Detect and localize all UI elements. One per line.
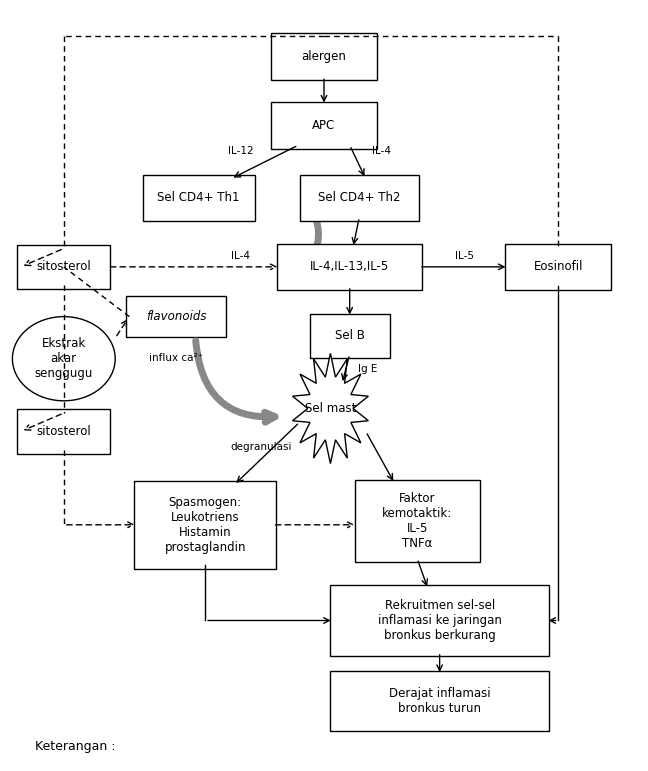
FancyBboxPatch shape [17, 409, 110, 453]
FancyBboxPatch shape [300, 175, 419, 221]
Text: Eosinofil: Eosinofil [534, 261, 583, 274]
Text: Keterangan :: Keterangan : [35, 740, 115, 753]
Text: Faktor
kemotaktik:
IL-5
TNFα: Faktor kemotaktik: IL-5 TNFα [382, 492, 452, 550]
Text: influx ca²⁺: influx ca²⁺ [149, 352, 203, 362]
Text: IL-4: IL-4 [231, 251, 250, 261]
FancyBboxPatch shape [505, 244, 612, 290]
FancyBboxPatch shape [17, 244, 110, 289]
FancyBboxPatch shape [126, 296, 226, 337]
Text: Sel B: Sel B [335, 329, 365, 342]
FancyBboxPatch shape [354, 480, 480, 562]
Text: APC: APC [312, 119, 336, 132]
Text: alergen: alergen [301, 50, 347, 63]
FancyBboxPatch shape [277, 244, 422, 290]
FancyBboxPatch shape [330, 671, 549, 731]
Text: Ig E: Ig E [358, 364, 377, 374]
Ellipse shape [12, 317, 115, 401]
Text: Rekruitmen sel-sel
inflamasi ke jaringan
bronkus berkurang: Rekruitmen sel-sel inflamasi ke jaringan… [378, 599, 502, 642]
Text: sitosterol: sitosterol [36, 261, 91, 274]
Text: Spasmogen:
Leukotriens
Histamin
prostaglandin: Spasmogen: Leukotriens Histamin prostagl… [165, 496, 246, 554]
Text: degranulasi: degranulasi [231, 442, 292, 452]
FancyBboxPatch shape [271, 102, 377, 149]
Polygon shape [292, 353, 368, 463]
Text: Sel CD4+ Th2: Sel CD4+ Th2 [318, 191, 400, 204]
Text: IL-4: IL-4 [372, 146, 391, 156]
Text: Sel CD4+ Th1: Sel CD4+ Th1 [157, 191, 240, 204]
Text: IL-5: IL-5 [454, 251, 474, 261]
Text: sitosterol: sitosterol [36, 425, 91, 438]
FancyBboxPatch shape [143, 175, 255, 221]
FancyBboxPatch shape [271, 32, 377, 80]
Text: Derajat inflamasi
bronkus turun: Derajat inflamasi bronkus turun [389, 687, 491, 715]
FancyBboxPatch shape [135, 481, 276, 569]
Text: IL-12: IL-12 [227, 146, 253, 156]
FancyBboxPatch shape [330, 585, 549, 655]
Text: flavonoids: flavonoids [146, 310, 207, 323]
Text: Ekstrak
akar
senggugu: Ekstrak akar senggugu [34, 337, 93, 380]
FancyBboxPatch shape [310, 314, 390, 358]
Text: IL-4,IL-13,IL-5: IL-4,IL-13,IL-5 [310, 261, 389, 274]
Text: Sel mast: Sel mast [305, 402, 356, 415]
